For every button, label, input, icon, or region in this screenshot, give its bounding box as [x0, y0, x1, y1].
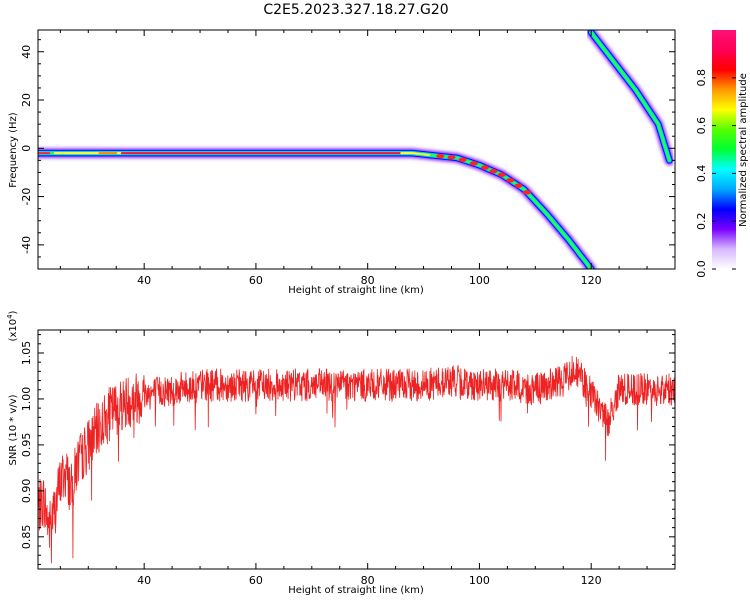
spectrogram-x-tick-label: 120	[581, 274, 602, 287]
snr-x-tick-label: 40	[137, 574, 151, 587]
snr-y-tick-label: 0.85	[20, 525, 33, 550]
colorbar: 0.0 0.2 0.4 0.6 0.8 Normalized spectral ampl…	[695, 30, 749, 278]
spectrogram-track-blob	[497, 172, 506, 178]
spectrogram-track-1-layer	[589, 31, 671, 162]
snr-series-line	[38, 355, 675, 564]
snr-y-unit-close: )	[8, 310, 19, 314]
spectrogram-track-blob	[489, 169, 498, 174]
colorbar-tick-label: 0.0	[695, 260, 708, 278]
spectrogram-track-blob	[458, 157, 467, 162]
snr-y-tick-label: 0.90	[20, 479, 33, 504]
colorbar-tick-label: 0.2	[695, 212, 708, 230]
spectrogram-track-core	[400, 152, 431, 156]
snr-x-tick-label: 100	[469, 574, 490, 587]
spectrogram-track-blob	[506, 178, 515, 183]
spectrogram-frame	[37, 29, 676, 270]
spectrogram-panel: 40 60 80 100 120 40 20 0 -20 -40 Height of straig…	[8, 29, 676, 296]
spectrogram-track-blob	[447, 155, 456, 160]
spectrogram-tracks	[38, 30, 675, 269]
colorbar-tick-label: 0.4	[695, 165, 708, 183]
snr-frame	[37, 329, 676, 570]
snr-y-tick-label: 0.95	[20, 433, 33, 458]
snr-y-label: SNR (10 * v/v)	[8, 394, 19, 465]
snr-y-tick-label: 1.00	[20, 387, 33, 412]
spectrogram-track-blob	[514, 183, 523, 188]
spectrogram-x-tick-label: 80	[361, 274, 375, 287]
snr-y-unit-open: (x10	[8, 319, 19, 342]
spectrogram-y-tick-label: 20	[20, 93, 33, 107]
spectrogram-x-tick-label: 40	[137, 274, 151, 287]
snr-x-label: Height of straight line (km)	[288, 585, 424, 596]
colorbar-tick-label: 0.8	[695, 69, 708, 87]
spectrogram-x-label: Height of straight line (km)	[288, 285, 424, 296]
snr-x-tick-label: 60	[249, 574, 263, 587]
spectrogram-y-tick-label: -40	[20, 236, 33, 254]
snr-panel: 40 60 80 100 120 1.05 1.00 0.95 0.90 0.85 Height …	[6, 310, 676, 596]
colorbar-label: Normalized spectral amplitude	[738, 73, 749, 227]
spectrogram-ticks: 40 60 80 100 120 40 20 0 -20 -40	[20, 30, 676, 287]
snr-y-unit: (x104)	[6, 310, 19, 341]
figure-title: C2E5.2023.327.18.27.G20	[263, 2, 448, 18]
snr-x-tick-label: 120	[581, 574, 602, 587]
spectrogram-track-blob	[522, 190, 531, 195]
snr-plot-area	[38, 330, 675, 569]
snr-ticks: 40 60 80 100 120 1.05 1.00 0.95 0.90 0.85	[20, 330, 676, 587]
colorbar-tick-label: 0.6	[695, 117, 708, 135]
snr-y-unit-exponent: 4	[6, 314, 14, 319]
spectrogram-y-tick-label: 0	[20, 145, 33, 152]
spectrogram-x-tick-label: 100	[469, 274, 490, 287]
snr-y-tick-label: 1.05	[20, 341, 33, 366]
spectrogram-y-tick-label: -20	[20, 188, 33, 206]
spectrogram-track-blob	[481, 165, 490, 170]
spectrogram-track-blob	[469, 161, 478, 166]
colorbar-ticks: 0.0 0.2 0.4 0.6 0.8	[695, 69, 736, 278]
spectrogram-x-tick-label: 60	[249, 274, 263, 287]
spectrogram-y-tick-label: 40	[20, 45, 33, 59]
snr-x-tick-label: 80	[361, 574, 375, 587]
spectrogram-track-blob	[436, 153, 445, 159]
colorbar-gradient	[712, 30, 736, 269]
spectrogram-y-label: Frequency (Hz)	[8, 112, 19, 188]
